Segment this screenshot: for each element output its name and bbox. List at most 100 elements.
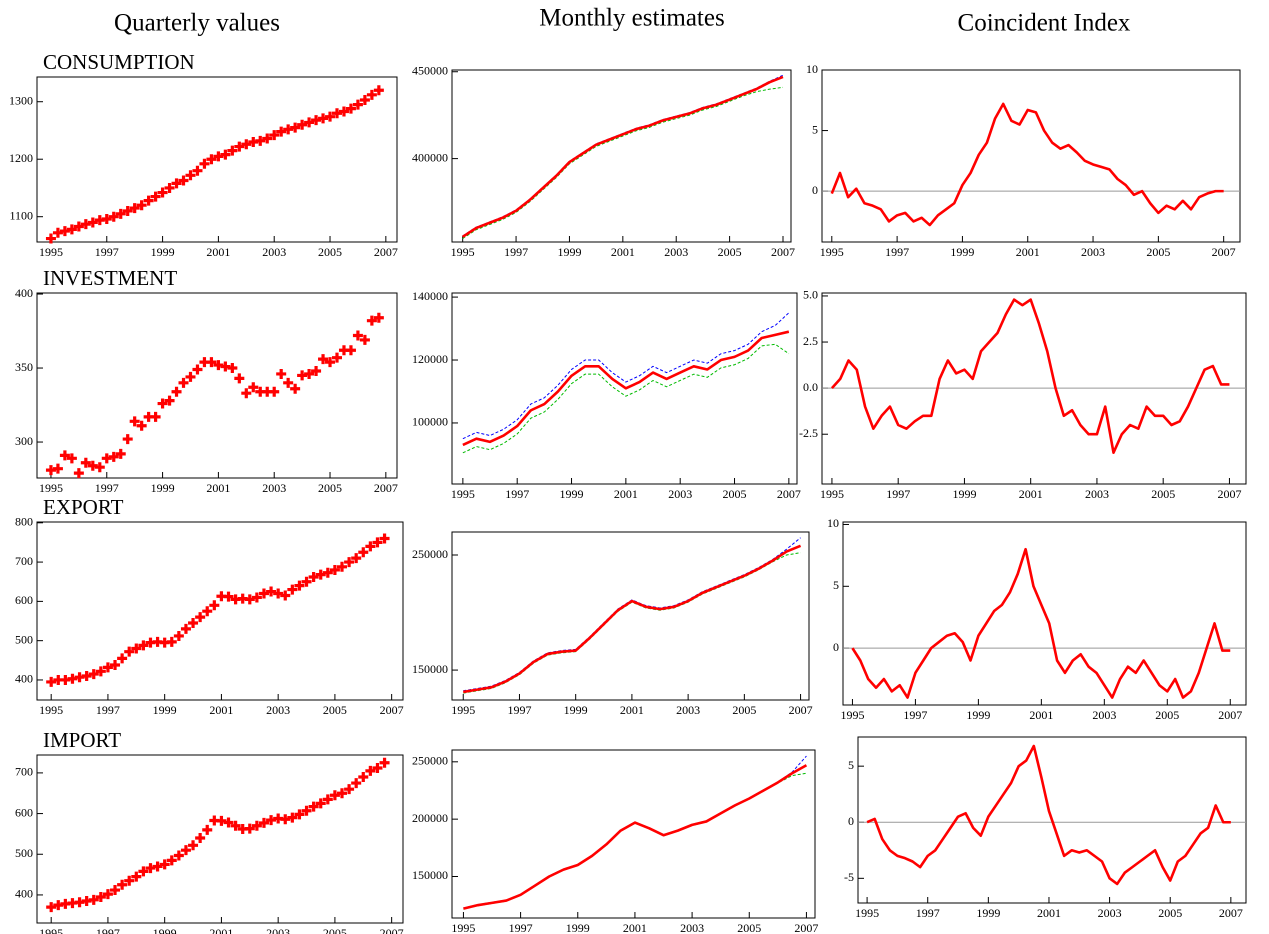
- y-tick-label: 600: [15, 593, 33, 607]
- point: [244, 823, 255, 834]
- plot-frame: [36, 521, 404, 701]
- x-tick-label: 2005: [723, 487, 747, 501]
- x-tick-label: 2005: [1146, 245, 1170, 259]
- point: [351, 778, 362, 789]
- point: [297, 119, 308, 130]
- x-tick-label: 2007: [1212, 245, 1236, 259]
- point: [122, 434, 133, 445]
- point: [180, 845, 191, 856]
- point: [359, 94, 370, 105]
- y-tick-label: -2.5: [799, 426, 818, 440]
- point: [251, 820, 262, 831]
- x-tick-label: 2001: [611, 245, 635, 259]
- x-tick-label: 2003: [266, 926, 290, 934]
- x-tick-label: 1995: [451, 245, 475, 259]
- point: [192, 364, 203, 375]
- x-tick-label: 2003: [262, 481, 286, 495]
- x-tick-label: 1999: [950, 245, 974, 259]
- y-tick-label: 10: [806, 62, 818, 76]
- point: [136, 420, 147, 431]
- y-tick-label: 2.5: [803, 334, 818, 348]
- point: [115, 448, 126, 459]
- y-tick-label: 0: [848, 814, 854, 828]
- x-tick-label: 1999: [564, 703, 588, 717]
- x-tick-label: 1997: [95, 481, 119, 495]
- point: [332, 352, 342, 363]
- x-tick-label: 1997: [95, 245, 119, 259]
- x-tick-label: 2001: [206, 245, 230, 259]
- x-tick-label: 2005: [1155, 708, 1179, 722]
- point: [234, 373, 245, 384]
- point: [173, 630, 184, 641]
- point: [365, 765, 376, 776]
- y-tick-label: 200000: [412, 811, 448, 825]
- column-title: Coincident Index: [958, 10, 1131, 37]
- x-tick-label: 2005: [1151, 487, 1175, 501]
- column-title: Quarterly values: [114, 10, 280, 37]
- point: [359, 334, 370, 345]
- plot-frame: [842, 521, 1247, 706]
- point: [213, 151, 224, 162]
- point: [227, 363, 238, 374]
- point: [80, 219, 91, 230]
- x-tick-label: 2003: [664, 245, 688, 259]
- point: [352, 99, 363, 110]
- point: [159, 859, 170, 870]
- x-tick-label: 2007: [374, 481, 398, 495]
- point: [59, 450, 70, 461]
- x-tick-label: 1995: [451, 703, 475, 717]
- x-tick-label: 2007: [1218, 708, 1242, 722]
- x-tick-label: 1999: [560, 487, 584, 501]
- point: [166, 636, 177, 647]
- point: [192, 165, 203, 176]
- y-tick-label: 1300: [9, 93, 33, 107]
- point: [301, 576, 312, 587]
- point: [95, 666, 106, 677]
- x-tick-label: 2005: [718, 245, 742, 259]
- y-tick-label: 700: [15, 765, 33, 779]
- x-tick-label: 1999: [976, 906, 1000, 920]
- x-tick-label: 2005: [323, 703, 347, 717]
- point: [276, 126, 287, 137]
- x-tick-label: 2005: [318, 481, 342, 495]
- point: [180, 623, 191, 634]
- x-tick-label: 2001: [1016, 245, 1040, 259]
- point: [322, 567, 333, 578]
- point: [220, 149, 231, 160]
- point: [227, 145, 238, 156]
- point: [258, 588, 269, 599]
- x-tick-label: 2003: [680, 921, 704, 934]
- point: [372, 537, 383, 548]
- x-tick-label: 1995: [451, 921, 475, 934]
- point: [280, 590, 291, 601]
- point: [171, 178, 182, 189]
- x-tick-label: 2001: [1037, 906, 1061, 920]
- x-tick-label: 2001: [206, 481, 230, 495]
- x-tick-label: 2007: [380, 703, 404, 717]
- x-tick-label: 2007: [794, 921, 818, 934]
- point: [80, 457, 91, 468]
- x-tick-label: 1997: [96, 926, 120, 934]
- point: [358, 547, 369, 558]
- x-tick-label: 1995: [39, 926, 63, 934]
- plot-frame: [451, 292, 798, 485]
- point: [365, 541, 376, 552]
- y-tick-label: 450000: [412, 63, 448, 77]
- point: [185, 170, 196, 181]
- point: [45, 233, 56, 244]
- column-title: Monthly estimates: [539, 5, 724, 32]
- plot-frame: [821, 69, 1241, 243]
- point: [122, 205, 133, 216]
- point: [372, 763, 383, 774]
- series-line: [830, 102, 1224, 227]
- x-tick-label: 1997: [507, 703, 531, 717]
- y-tick-label: 500: [15, 632, 33, 646]
- series-line: [462, 86, 784, 239]
- x-tick-label: 2003: [676, 703, 700, 717]
- point: [329, 564, 340, 575]
- point: [325, 111, 336, 122]
- point: [66, 224, 77, 235]
- x-tick-label: 1999: [952, 487, 976, 501]
- x-tick-label: 2005: [737, 921, 761, 934]
- x-tick-label: 1995: [39, 481, 63, 495]
